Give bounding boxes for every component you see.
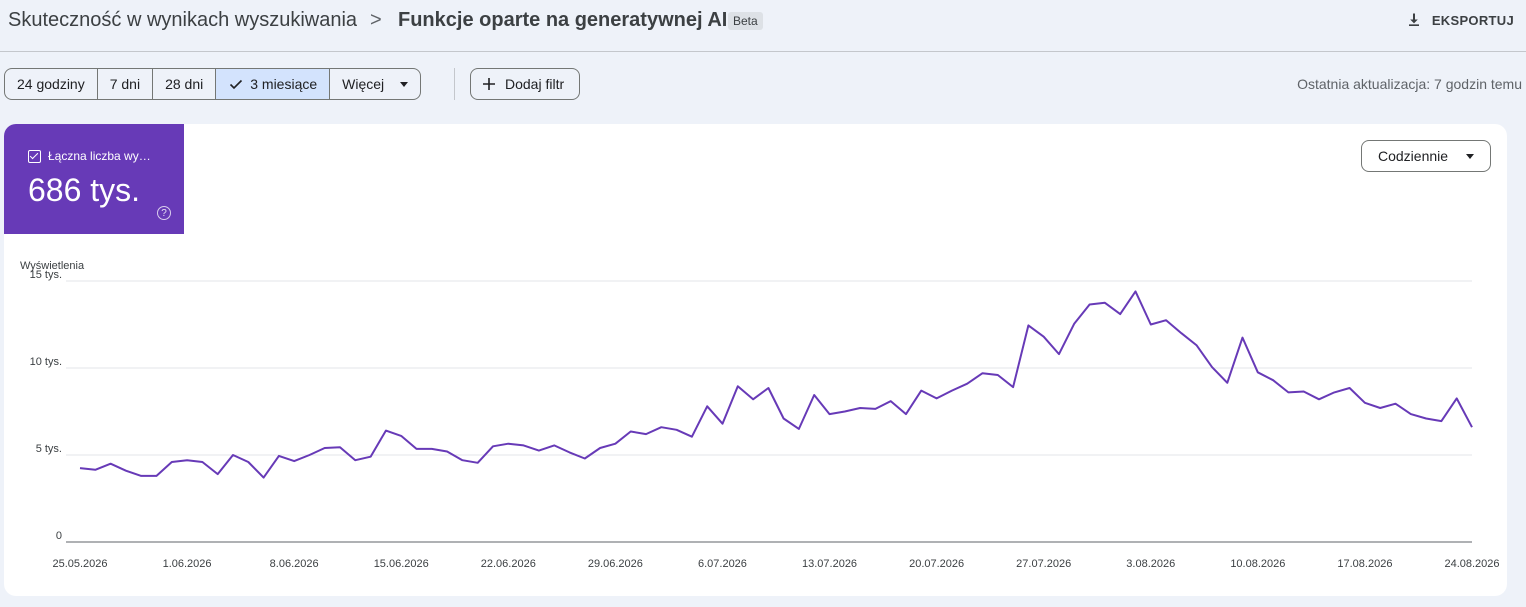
breadcrumb-separator-icon: > [370,9,382,31]
impressions-series-line [79,290,1473,479]
x-tick-label: 6.07.2026 [698,558,747,570]
add-filter-button[interactable]: Dodaj filtr [470,68,581,100]
plus-icon [483,78,495,90]
date-range-24h-button[interactable]: 24 godziny [5,69,98,99]
y-tick-label: 5 tys. [36,443,62,455]
chevron-down-icon [400,81,409,87]
x-tick-label: 10.08.2026 [1230,558,1285,570]
date-range-3m-button[interactable]: 3 miesiące [216,69,331,99]
x-tick-label: 15.06.2026 [374,558,429,570]
page-title: Funkcje oparte na generatywnej AI [398,9,728,31]
check-icon [230,79,243,90]
y-axis-title: Wyświetlenia [20,260,85,272]
toolbar-divider [454,68,455,100]
add-filter-label: Dodaj filtr [505,76,565,92]
x-tick-label: 1.06.2026 [163,558,212,570]
metric-card-total-impressions[interactable]: Łączna liczba wy… 686 tys. ? [4,124,184,234]
metric-label: Łączna liczba wy… [48,149,151,163]
x-tick-label: 29.06.2026 [588,558,643,570]
x-tick-label: 25.05.2026 [52,558,107,570]
chevron-down-icon [1466,153,1474,159]
x-tick-label: 13.07.2026 [802,558,857,570]
performance-card: 0 5 tys. 10 tys. 15 tys. Wyświetlenia 25.05.2… [4,124,1507,596]
metric-value: 686 tys. [28,172,141,208]
date-range-label: 3 miesiące [250,76,318,92]
granularity-value: Codziennie [1378,148,1449,164]
date-range-more-button[interactable]: Więcej [330,69,420,99]
beta-badge: Beta [728,12,763,30]
date-range-selector: 24 godziny 7 dni 28 dni 3 miesiące Więce… [4,68,422,100]
breadcrumb-root[interactable]: Skuteczność w wynikach wyszukiwania [8,9,358,31]
impressions-line-chart: 0 5 tys. 10 tys. 15 tys.Wyświetlenia 25.05.2… [20,260,1500,570]
x-tick-label: 20.07.2026 [909,558,964,570]
y-tick-label: 10 tys. [30,356,62,368]
download-icon [1408,13,1419,26]
last-update-text: Ostatnia aktualizacja: 7 godzin temu [1297,76,1522,92]
y-tick-label: 0 [56,530,62,542]
x-tick-label: 27.07.2026 [1016,558,1071,570]
granularity-dropdown[interactable]: Codziennie [1361,140,1491,172]
x-tick-label: 17.08.2026 [1337,558,1392,570]
date-range-label: Więcej [342,76,385,92]
x-tick-label: 3.08.2026 [1126,558,1175,570]
date-range-label: 28 dni [165,76,204,92]
date-range-label: 24 godziny [17,76,85,92]
checkbox-checked-icon[interactable] [28,149,41,163]
x-tick-label: 8.06.2026 [270,558,319,570]
y-tick-label: 15 tys. [30,269,62,281]
x-tick-label: 22.06.2026 [481,558,536,570]
export-label: EKSPORTUJ [1431,12,1514,28]
help-icon[interactable]: ? [157,206,171,220]
x-tick-label: 24.08.2026 [1444,558,1499,570]
metric-header: Łączna liczba wy… [28,149,151,163]
page-header: Skuteczność w wynikach wyszukiwania > Fu… [0,0,1526,52]
date-range-7d-button[interactable]: 7 dni [98,69,154,99]
date-range-label: 7 dni [109,76,141,92]
export-button[interactable]: EKSPORTUJ [1406,12,1514,28]
date-range-28d-button[interactable]: 28 dni [153,69,217,99]
